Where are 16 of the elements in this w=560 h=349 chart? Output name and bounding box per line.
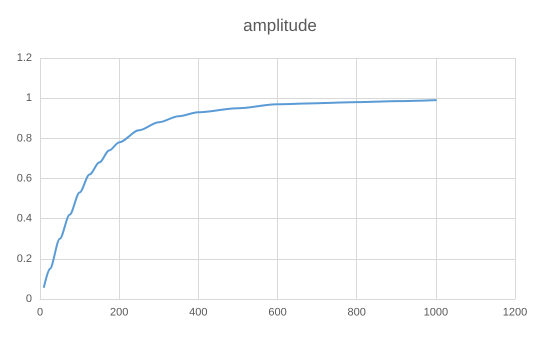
x-tick-label: 600 <box>268 306 287 318</box>
x-tick-label: 200 <box>110 306 128 318</box>
y-tick-label: 0.2 <box>16 252 32 265</box>
y-tick-label: 1.2 <box>16 52 32 64</box>
chart-title: amplitude <box>243 16 317 35</box>
x-tick-label: 400 <box>189 306 208 318</box>
y-tick-label: 1 <box>26 92 32 104</box>
line-series <box>42 99 437 288</box>
x-tick-label: 1000 <box>424 306 448 318</box>
x-tick-label: 0 <box>36 306 44 318</box>
x-tick-label: 800 <box>347 306 366 318</box>
x-tick-label: 1200 <box>502 306 528 318</box>
y-tick-label: 0.4 <box>16 212 32 225</box>
y-tick-label: 0.6 <box>16 172 32 184</box>
y-tick-label: 0 <box>26 293 32 305</box>
y-tick-label: 0.8 <box>16 132 32 144</box>
